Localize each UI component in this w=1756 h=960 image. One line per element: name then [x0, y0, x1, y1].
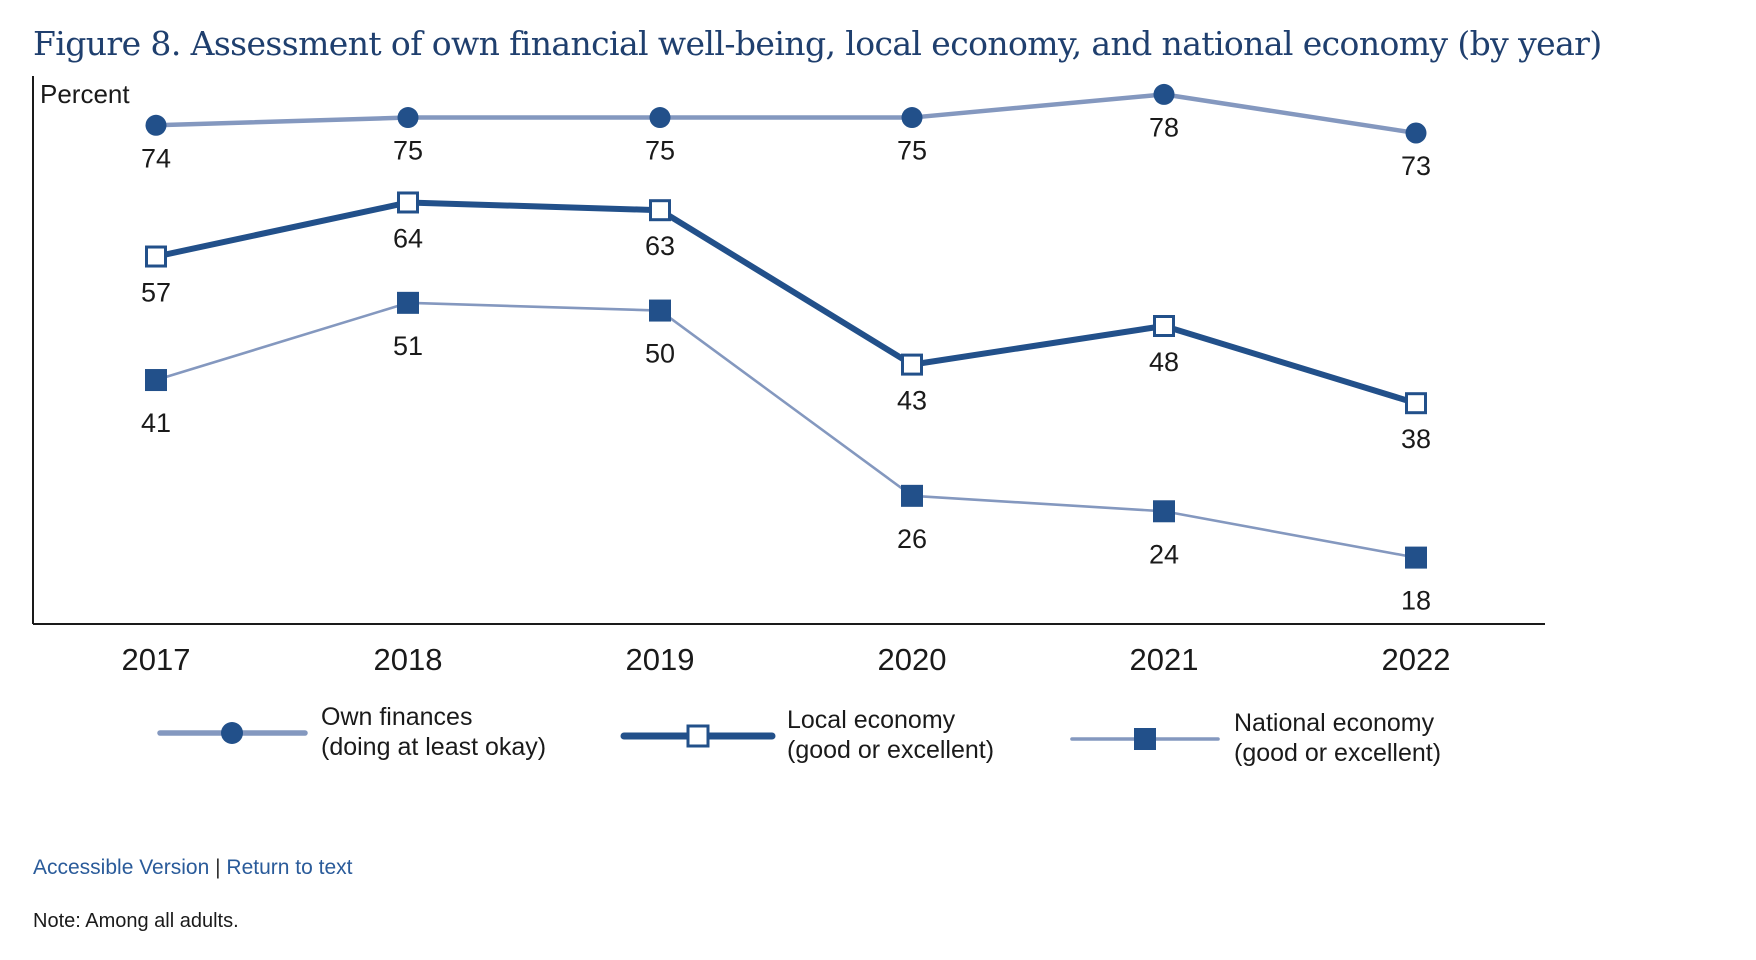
- data-point-filled-square: [1153, 500, 1175, 523]
- x-tick-label: 2018: [374, 642, 443, 677]
- x-tick-label: 2021: [1130, 642, 1199, 677]
- data-label: 78: [1149, 112, 1179, 142]
- data-label: 24: [1149, 539, 1179, 569]
- data-point-circle: [397, 107, 419, 129]
- x-tick-label: 2017: [122, 642, 191, 677]
- data-point-circle: [1153, 83, 1175, 105]
- data-label: 74: [141, 143, 171, 173]
- legend-label: Local economy: [787, 706, 956, 734]
- data-label: 26: [897, 524, 927, 554]
- data-point-open-square: [1153, 315, 1175, 337]
- legend-item-1: Own finances(doing at least okay): [157, 703, 546, 761]
- data-label: 75: [393, 136, 423, 166]
- data-point-open-square: [397, 191, 419, 214]
- figure-title: Figure 8. Assessment of own financial we…: [33, 24, 1602, 63]
- legend-item-3: National economy(good or excellent): [1070, 709, 1441, 767]
- data-label: 57: [141, 278, 171, 308]
- data-label: 18: [1401, 586, 1431, 616]
- data-point-open-square: [1405, 392, 1427, 415]
- data-label: 41: [141, 408, 171, 438]
- chart-note: Note: Among all adults.: [33, 910, 239, 932]
- data-point-circle: [1405, 122, 1427, 144]
- data-point-circle: [649, 107, 671, 129]
- data-point-open-square: [901, 353, 923, 376]
- data-label: 48: [1149, 347, 1179, 377]
- link-separator: |: [215, 856, 221, 879]
- accessible-version-link[interactable]: Accessible Version: [33, 856, 210, 879]
- series-line: [155, 92, 1417, 136]
- data-label: 50: [645, 339, 675, 369]
- figure-links: Accessible Version | Return to text: [33, 856, 352, 880]
- legend-label-sub: (good or excellent): [1234, 739, 1441, 767]
- data-point-filled-square: [649, 299, 671, 322]
- data-label: 63: [645, 231, 675, 261]
- data-point-open-square: [145, 245, 167, 268]
- series-3: 41 51 50 26 24 18: [141, 291, 1431, 616]
- data-point-filled-square: [145, 369, 167, 392]
- legend-marker-open-square: [686, 724, 710, 748]
- data-label: 38: [1401, 424, 1431, 454]
- data-point-filled-square: [1405, 546, 1427, 569]
- series-line: [155, 199, 1417, 407]
- data-point-filled-square: [901, 484, 923, 507]
- series-line: [155, 301, 1417, 559]
- data-label: 51: [393, 331, 423, 361]
- x-tick-label: 2019: [626, 642, 695, 677]
- data-label: 75: [645, 136, 675, 166]
- series-1: 74 75 75 75 78 73: [141, 83, 1431, 181]
- legend-label: National economy: [1234, 709, 1435, 737]
- data-point-filled-square: [397, 291, 419, 314]
- data-point-circle: [901, 107, 923, 129]
- x-tick-label: 2022: [1382, 642, 1451, 677]
- x-tick-label: 2020: [878, 642, 947, 677]
- legend-marker-circle: [221, 722, 243, 744]
- data-label: 75: [897, 136, 927, 166]
- data-label: 43: [897, 386, 927, 416]
- data-label: 73: [1401, 151, 1431, 181]
- data-label: 64: [393, 223, 423, 253]
- legend-label-sub: (doing at least okay): [321, 733, 546, 761]
- legend-marker-filled-square: [1134, 728, 1156, 750]
- legend-item-2: Local economy(good or excellent): [620, 706, 994, 764]
- series-2: 57 64 63 43 48 38: [141, 191, 1431, 454]
- legend-label: Own finances: [321, 703, 472, 731]
- return-to-text-link[interactable]: Return to text: [226, 856, 353, 879]
- data-point-open-square: [649, 199, 671, 222]
- data-point-circle: [145, 114, 167, 136]
- legend-label-sub: (good or excellent): [787, 736, 994, 764]
- y-axis-label: Percent: [40, 79, 130, 109]
